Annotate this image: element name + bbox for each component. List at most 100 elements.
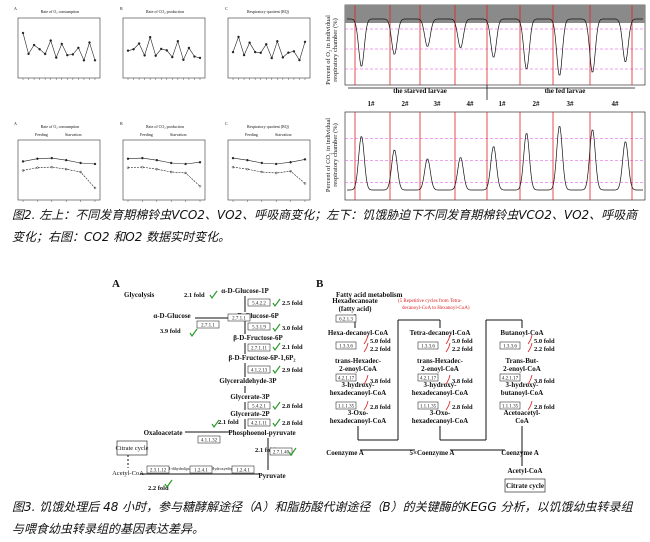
node: α-D-Glucose-6P: [231, 312, 279, 320]
node: Trans-But-: [506, 357, 540, 365]
panel-title: Rate of CO₂ production: [146, 124, 184, 129]
enzyme: 4.2.1.17: [420, 377, 437, 382]
enzyme: 1.3.3.6: [421, 345, 435, 350]
chamber-label: 4#: [612, 100, 620, 108]
node: 3-Oxo-: [348, 409, 369, 417]
enzyme: 2.7.1.11: [251, 347, 268, 352]
node: Glycerate-3P: [230, 393, 270, 401]
node: hexadecanoyl-CoA: [330, 417, 386, 425]
legend-entry: Starvation: [65, 132, 81, 137]
node: Acetyl-CoA: [508, 467, 543, 475]
enzyme-box: [335, 314, 357, 323]
enzyme-box: [417, 341, 439, 350]
trace: [347, 18, 643, 76]
plot-line: [232, 35, 306, 61]
fold: 3.8 fold: [452, 378, 473, 385]
node: butanoyl-CoA: [501, 389, 543, 397]
arrow-mark: [445, 374, 451, 385]
check-mark: [272, 365, 281, 375]
arrow-mark: [363, 334, 369, 345]
plot-frame: [344, 111, 646, 201]
check-mark: [189, 328, 198, 338]
enzyme: 6.2.1.3: [339, 318, 353, 323]
enzyme: 2.3.1.12: [150, 469, 167, 474]
enzyme: 2.7.1.1: [201, 324, 215, 329]
panel-letter: C: [225, 121, 228, 126]
arrow-mark: [527, 334, 533, 345]
node: 5×Coenzyme A: [409, 449, 454, 457]
chamber-label: 4#: [467, 100, 475, 108]
enzyme-box: [247, 418, 271, 427]
arrow-mark: [445, 400, 451, 411]
node: hexadecanoyl-CoA: [330, 389, 386, 397]
panel-title: Fatty acid metabolism: [336, 291, 403, 299]
group-label: the fed larvae: [545, 87, 586, 95]
legend-entry: Feeding: [35, 132, 48, 137]
fold: 3.8 fold: [370, 378, 391, 385]
fig3-a: A Glycolysis α-D-Glucose-1P α-D-Glucose …: [112, 278, 303, 492]
node: Phosphoenol-pyruvate: [228, 429, 295, 437]
axis-title: respiratory chamber (%): [332, 123, 339, 187]
arrow-mark: [527, 342, 533, 353]
node: trans-Hexadec-: [335, 357, 382, 365]
enzyme: 5.3.1.9: [252, 326, 266, 331]
node: Tetra-decanoyl-CoA: [410, 329, 471, 337]
enzyme-box: [269, 447, 293, 456]
enzyme: 4.2.1.17: [502, 377, 519, 382]
fold: 5.0 fold: [534, 338, 555, 345]
arrow-mark: [363, 374, 369, 385]
node: 2-enoyl-CoA: [503, 365, 541, 373]
check-mark: [272, 298, 281, 308]
fig3-b: B Fatty acid metabolism (5 Repetitive cy…: [316, 278, 546, 493]
panel-title: Respiratory quotient (RQ): [247, 124, 290, 129]
plot-frame: [17, 17, 101, 79]
plot-frame: [122, 139, 206, 201]
chamber-label: 3#: [567, 100, 575, 108]
plot-frame: [227, 139, 311, 201]
chamber-label: 1#: [499, 100, 507, 108]
panel-letter: B: [120, 6, 123, 11]
panel-title: Rate of O₂ consumption: [41, 9, 80, 14]
enzyme: 5.4.2.1: [252, 405, 266, 410]
fold: 2.2 fold: [370, 346, 391, 353]
enzyme: 4.2.1.17: [338, 377, 355, 382]
fold: 5.0 fold: [452, 338, 473, 345]
node: 2-enoyl-CoA: [339, 365, 377, 373]
plot-line: [127, 157, 201, 165]
caption: 图3. 饥饿处理后 48 小时，参与糖酵解途径（A）和脂肪酸代谢途径（B）的关键…: [12, 500, 633, 536]
plot-line: [127, 166, 201, 187]
enzyme-box: [499, 373, 521, 382]
enzyme: 4.2.1.11: [251, 422, 268, 427]
node: Coenzyme A: [501, 449, 539, 457]
arrow-mark: [445, 342, 451, 353]
legend-entry: Feeding: [245, 132, 258, 137]
chamber-label: 3#: [434, 100, 442, 108]
node: (fatty acid): [339, 305, 373, 313]
panel-letter: B: [120, 121, 123, 126]
fold: 2.8 fold: [452, 404, 473, 411]
arrow-mark: [445, 334, 451, 345]
enzyme: 2.7.1.40: [273, 451, 290, 456]
enzyme: 1.2.4.1: [236, 469, 250, 474]
check-mark: [164, 479, 173, 489]
enzyme: 1.1.1.35: [420, 405, 437, 410]
node: hexadecanoyl-CoA: [412, 417, 468, 425]
enzyme-box: [231, 465, 255, 474]
enzyme: 1.1.1.35: [338, 405, 355, 410]
node: 2-Hydroxyethyl-ThPP: [208, 466, 245, 471]
arrow-mark: [363, 400, 369, 411]
check-mark: [272, 342, 281, 352]
panel-title: Glycolysis: [124, 291, 155, 299]
enzyme-box: [146, 465, 170, 474]
node: S-Acetyl-dihydrolipoamide-E: [156, 466, 204, 471]
panel-title: Rate of O₂ consumption: [41, 124, 80, 129]
enzyme: 2.7.1.1: [232, 317, 246, 322]
node: β-D-Fructose-6P-1,6P₂: [228, 354, 295, 362]
fold: 2.2 fold: [534, 346, 555, 353]
enzyme-box: [417, 401, 439, 410]
enzyme-box: [196, 320, 220, 329]
fold: 2.8 fold: [282, 420, 303, 427]
node: hexadecanoyl-CoA: [412, 389, 468, 397]
fold: 2.2 fold: [148, 485, 169, 492]
